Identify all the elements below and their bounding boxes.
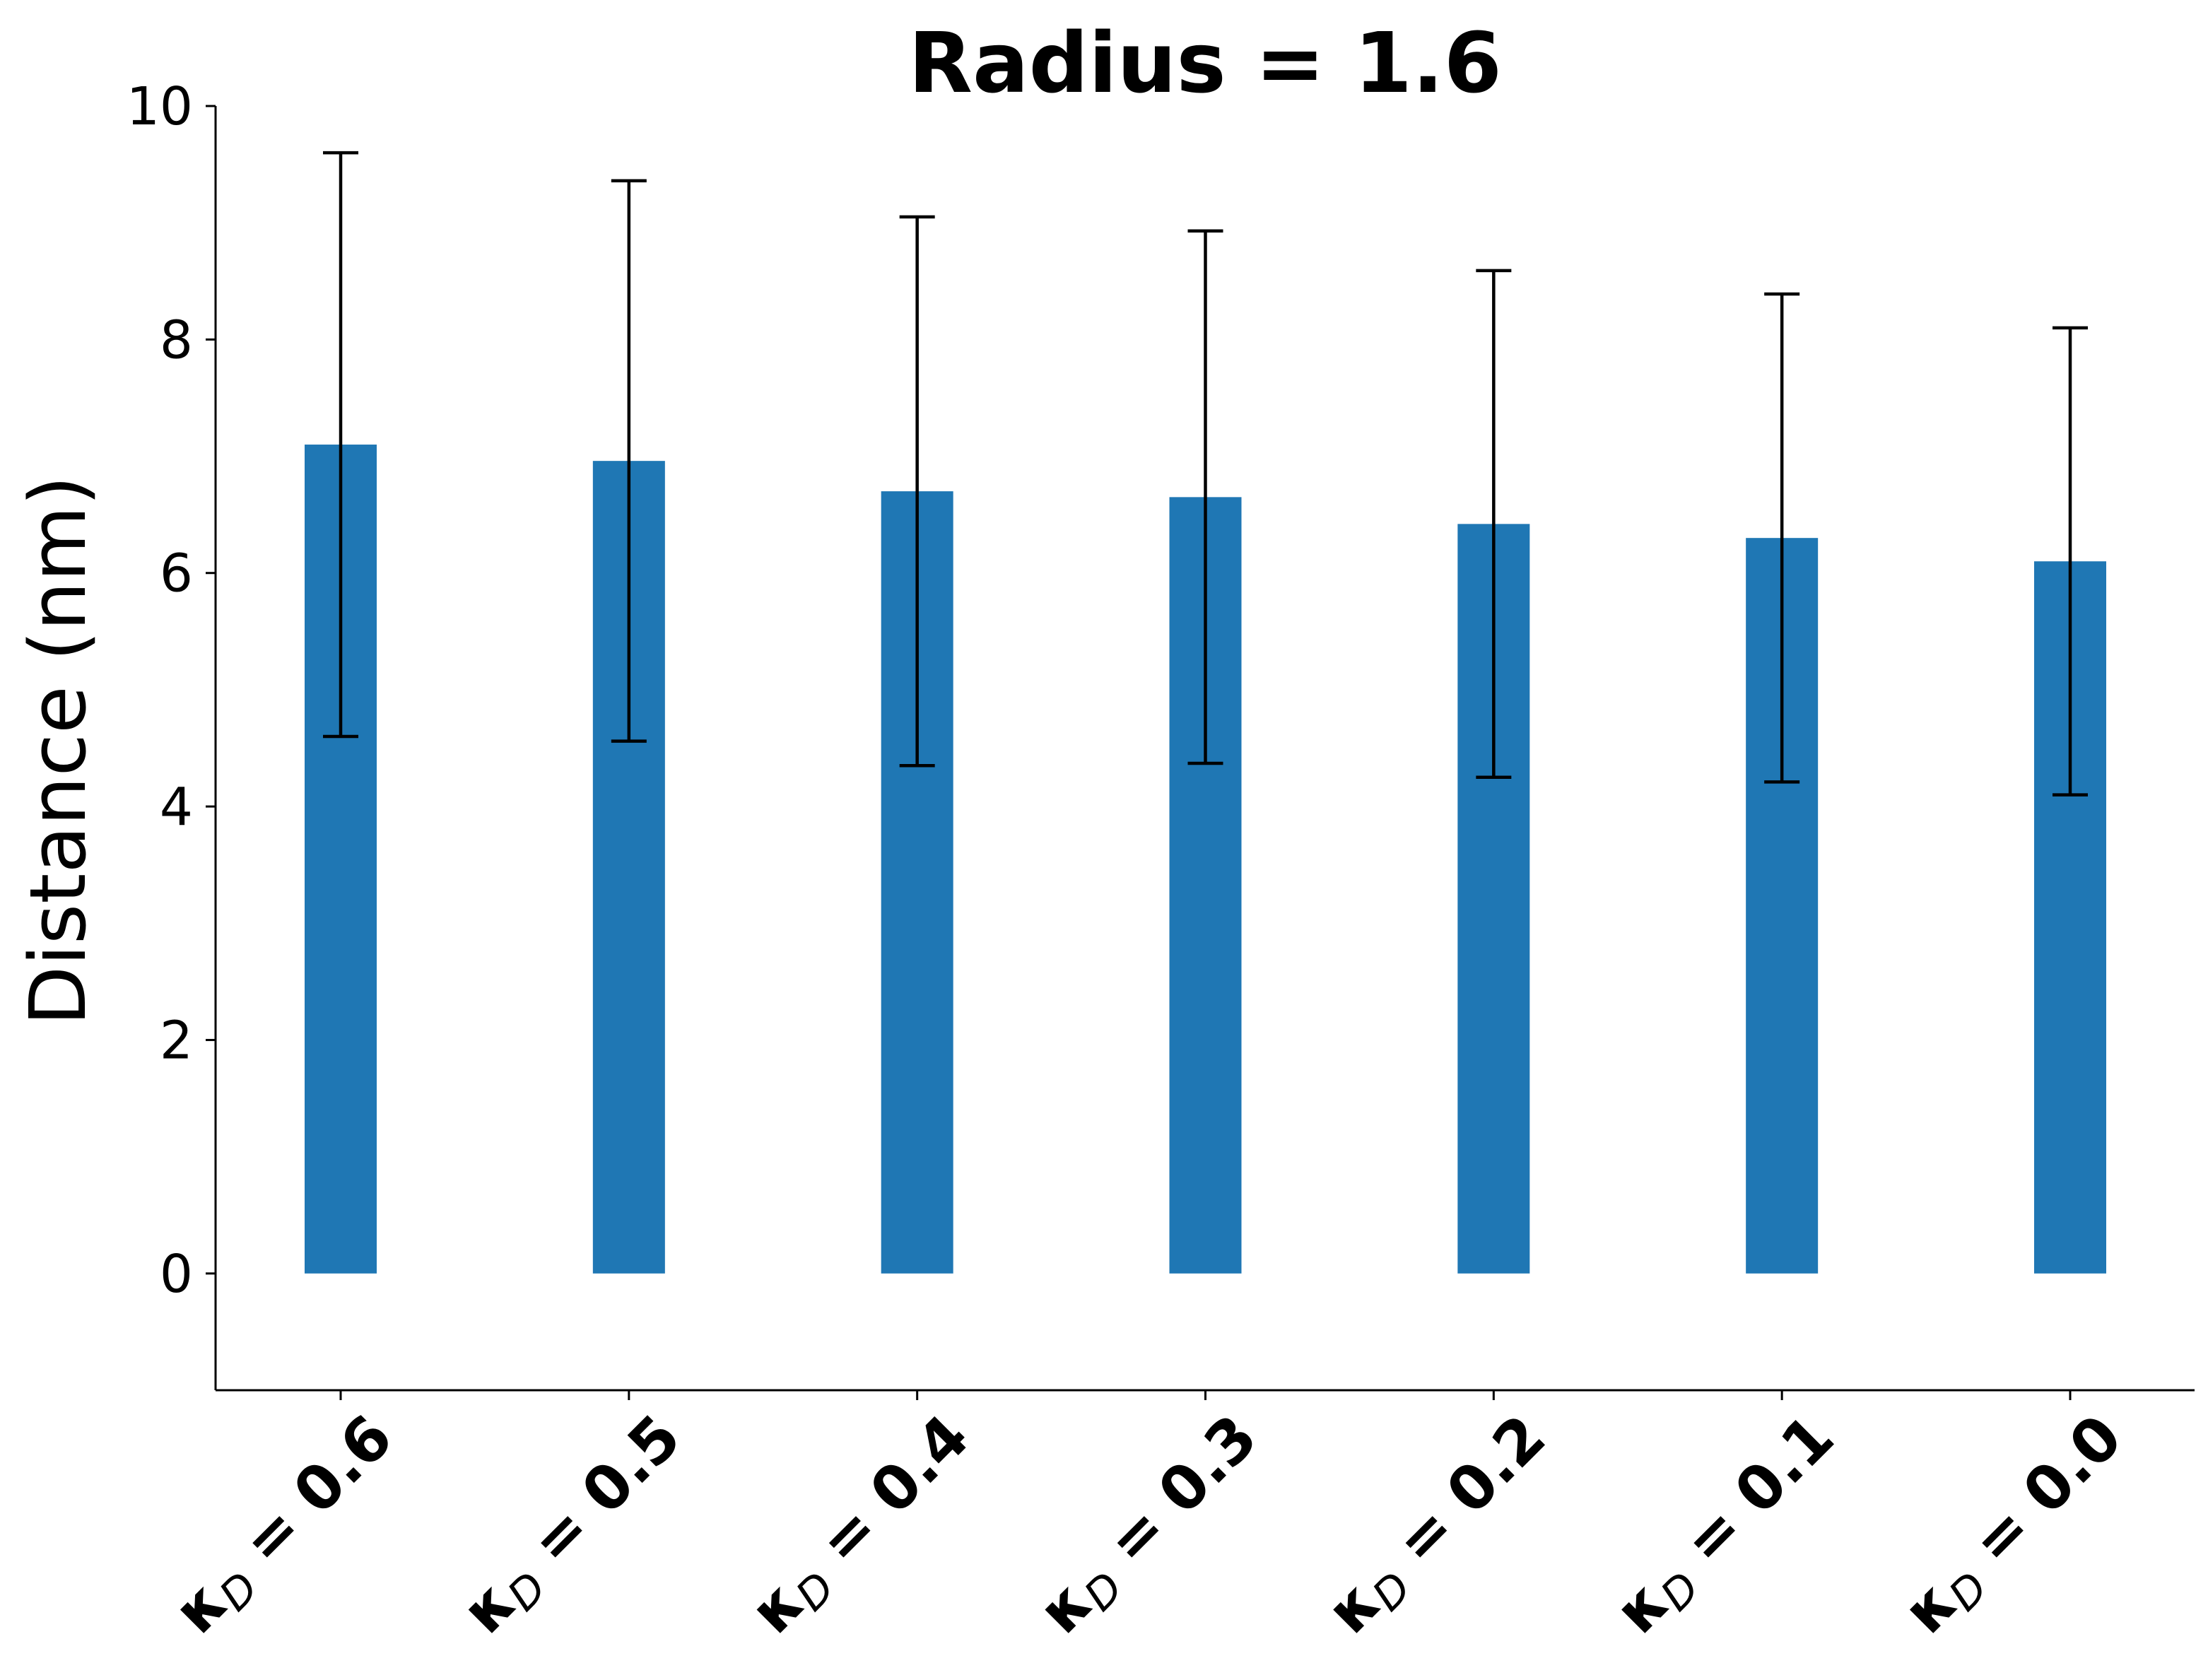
x-tick-label-value: = 0.0 — [1944, 1402, 2136, 1594]
x-tick-label: κD = 0.3 — [1026, 1402, 1275, 1651]
x-tick-label-value: = 0.2 — [1367, 1402, 1559, 1594]
x-tick-label: κD = 0.4 — [737, 1402, 987, 1651]
y-tick-label: 4 — [160, 777, 193, 838]
x-tick-label: κD = 0.5 — [449, 1402, 698, 1651]
y-tick-label: 10 — [127, 76, 193, 137]
y-tick-label: 2 — [160, 1010, 193, 1071]
y-tick-label: 8 — [160, 310, 193, 370]
x-tick-label: κD = 0.6 — [160, 1402, 410, 1651]
x-tick-label: κD = 0.1 — [1602, 1402, 1851, 1651]
y-tick-label: 6 — [160, 544, 193, 604]
x-tick-label: κD = 0.2 — [1314, 1402, 1563, 1651]
x-tick-label-value: = 0.5 — [503, 1402, 695, 1594]
x-tick-label-value: = 0.4 — [791, 1402, 983, 1594]
x-tick-label-value: = 0.1 — [1655, 1402, 1848, 1594]
x-tick-label-value: = 0.3 — [1079, 1402, 1272, 1594]
chart-title: Radius = 1.6 — [908, 14, 1502, 112]
y-axis-label: Distance (nm) — [13, 476, 103, 1026]
x-tick-label: κD = 0.0 — [1890, 1402, 2139, 1651]
y-tick-label: 0 — [160, 1244, 193, 1305]
x-tick-label-value: = 0.6 — [214, 1402, 406, 1594]
